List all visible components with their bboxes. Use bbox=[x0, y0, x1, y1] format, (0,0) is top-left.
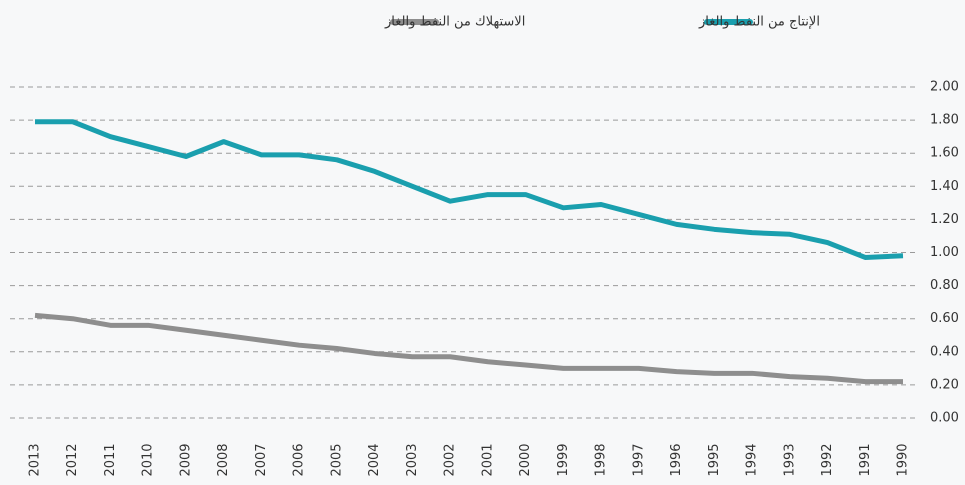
x-tick-label: 1992 bbox=[820, 443, 835, 476]
x-tick-label: 1991 bbox=[858, 443, 873, 476]
x-tick-label: 1994 bbox=[745, 443, 760, 476]
x-tick-label: 2011 bbox=[103, 443, 118, 476]
x-tick-label: 2002 bbox=[443, 443, 458, 476]
x-tick-label: 2012 bbox=[65, 443, 80, 476]
legend-label: الإنتاج من النفط والغاز bbox=[698, 15, 820, 30]
y-tick-label: 1.80 bbox=[930, 113, 959, 128]
x-tick-label: 1998 bbox=[594, 443, 609, 476]
x-tick-label: 2006 bbox=[292, 443, 307, 476]
x-tick-label: 2003 bbox=[405, 443, 420, 476]
y-tick-label: 0.60 bbox=[930, 311, 959, 326]
x-tick-label: 2007 bbox=[254, 443, 269, 476]
x-tick-label: 2009 bbox=[178, 443, 193, 476]
y-tick-label: 1.60 bbox=[930, 146, 959, 161]
x-tick-label: 2010 bbox=[141, 443, 156, 476]
x-tick-label: 2013 bbox=[28, 443, 43, 476]
y-tick-label: 0.80 bbox=[930, 278, 959, 293]
legend-label: الاستهلاك من النفط والغاز bbox=[384, 15, 525, 30]
x-tick-label: 2004 bbox=[367, 443, 382, 476]
y-tick-label: 1.20 bbox=[930, 212, 959, 227]
y-tick-label: 0.40 bbox=[930, 344, 959, 359]
y-tick-label: 0.20 bbox=[930, 377, 959, 392]
x-tick-label: 1996 bbox=[669, 443, 684, 476]
y-tick-label: 1.00 bbox=[930, 245, 959, 260]
x-tick-label: 2001 bbox=[480, 443, 495, 476]
x-tick-label: 1993 bbox=[782, 443, 797, 476]
x-tick-label: 1999 bbox=[556, 443, 571, 476]
x-tick-label: 2005 bbox=[329, 443, 344, 476]
x-tick-label: 2000 bbox=[518, 443, 533, 476]
y-tick-label: 2.00 bbox=[930, 80, 959, 95]
x-tick-label: 2008 bbox=[216, 443, 231, 476]
series-line bbox=[34, 312, 903, 385]
x-tick-label: 1990 bbox=[896, 443, 911, 476]
y-tick-label: 0.00 bbox=[930, 411, 959, 426]
x-tick-label: 1995 bbox=[707, 443, 722, 476]
x-tick-label: 1997 bbox=[631, 443, 646, 476]
series-line bbox=[35, 119, 904, 260]
y-tick-label: 1.40 bbox=[930, 179, 959, 194]
